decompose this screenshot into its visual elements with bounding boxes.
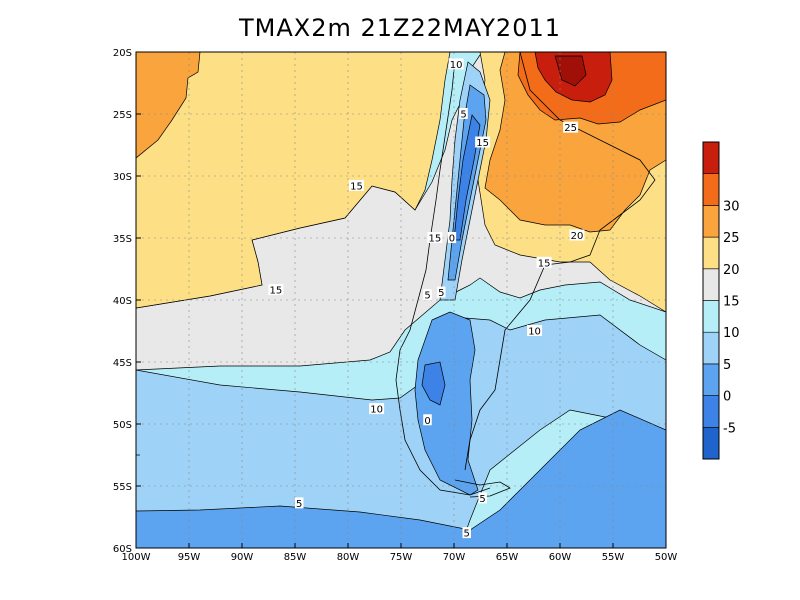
- colorbar-bin: [702, 331, 720, 365]
- y-tick-label: 30S: [113, 172, 132, 183]
- colorbar-bin: [702, 173, 720, 206]
- colorbar-bin: [702, 205, 720, 238]
- x-tick-label: 60W: [549, 552, 572, 563]
- contour-label: 10: [528, 327, 541, 338]
- x-tick-label: 65W: [496, 552, 519, 563]
- colorbar-label: 30: [723, 199, 740, 214]
- y-tick-label: 20S: [113, 48, 132, 59]
- y-tick-label: 35S: [113, 234, 132, 245]
- contour-label: 5: [479, 494, 485, 505]
- colorbar-bin: [702, 363, 720, 396]
- contour-label: 5: [464, 529, 470, 540]
- y-axis-ticks: 20S 25S 30S 35S 40S 45S 50S 55S 60S: [113, 48, 141, 555]
- colorbar-bin: [702, 141, 720, 175]
- contour-label: 10: [450, 60, 463, 71]
- coastline-east: [464, 52, 656, 471]
- colorbar-label: 25: [723, 231, 740, 246]
- band-minus5-0-patagonia: [421, 361, 446, 406]
- contour-label-bg: [536, 256, 552, 268]
- colorbar-bin: [702, 300, 720, 333]
- band-0-5-patagonia: [414, 311, 479, 496]
- x-tick-label: 85W: [284, 552, 307, 563]
- contour-label-bg: [475, 136, 491, 148]
- contour-label: 15: [476, 138, 489, 149]
- contour-label-bg: [294, 497, 304, 509]
- x-tick-label: 70W: [443, 552, 466, 563]
- contour-label: 10: [370, 405, 383, 416]
- x-tick-label: 100W: [122, 552, 151, 563]
- y-tick-label: 55S: [113, 482, 132, 493]
- contour-label-bg: [348, 179, 364, 191]
- contour-label: 25: [564, 123, 577, 134]
- contour-label-bg: [423, 414, 432, 426]
- contour-label-bg: [437, 286, 446, 298]
- contour-label-bg: [569, 229, 585, 241]
- x-tick-label: 90W: [231, 552, 254, 563]
- band-20-25-west: [136, 52, 451, 309]
- colorbar-bin: [702, 268, 720, 301]
- colorbar-label: 5: [723, 358, 731, 373]
- x-tick-label: 80W: [337, 552, 360, 563]
- band-25-30-west: [136, 52, 201, 159]
- colorbar-frame: [702, 141, 720, 460]
- contour-label: 15: [538, 258, 551, 269]
- contour-label: 0: [424, 416, 430, 427]
- contour-label-bg: [459, 108, 468, 119]
- contour-label-bg: [369, 403, 385, 415]
- contour-label-bg: [427, 232, 443, 243]
- colorbar-bin: [702, 395, 720, 428]
- y-tick-label: 25S: [113, 110, 132, 121]
- map-title: TMAX2m 21Z22MAY2011: [238, 14, 562, 42]
- contour-label-bg: [527, 325, 543, 336]
- contour-label-bg: [423, 289, 432, 301]
- grid-lines: [136, 52, 666, 548]
- hotspot-core: [554, 55, 587, 87]
- contour-label-bg: [268, 284, 284, 296]
- contour-label: 20: [571, 231, 584, 242]
- contour-label: 15: [429, 234, 442, 245]
- contour-label-bg: [563, 121, 579, 133]
- colorbar-label: 20: [723, 263, 740, 278]
- coastline-west: [395, 59, 491, 496]
- y-tick-label: 60S: [113, 544, 132, 555]
- y-tick-label: 50S: [113, 420, 132, 431]
- colorbar: -5 0 5 10 15 20 25 30: [702, 141, 740, 460]
- colorbar-label: 0: [723, 390, 731, 405]
- contour-label: 5: [460, 110, 466, 121]
- colorbar-bin: [702, 426, 720, 460]
- contour-label: 0: [449, 234, 455, 245]
- contour-label: 15: [350, 181, 363, 192]
- colorbar-label: 15: [723, 295, 740, 310]
- colorbar-bin: [702, 236, 720, 270]
- x-tick-label: 75W: [390, 552, 413, 563]
- x-axis-ticks: 100W 95W 90W 85W 80W 75W 70W 65W 60W 55W 50W: [122, 543, 678, 563]
- y-tick-label: 45S: [113, 358, 132, 369]
- contour-label: 5: [424, 291, 430, 302]
- contour-label-bg: [448, 58, 464, 70]
- contour-label: 5: [438, 288, 444, 299]
- x-tick-label: 95W: [178, 552, 201, 563]
- contour-label: 5: [296, 499, 302, 510]
- contour-label-bg: [447, 232, 457, 243]
- x-tick-label: 50W: [655, 552, 678, 563]
- contour-label-bg: [478, 492, 487, 504]
- colorbar-label: -5: [723, 421, 736, 436]
- band-0-5-south-ocean: [136, 409, 666, 548]
- colorbar-label: 10: [723, 326, 740, 341]
- x-tick-label: 55W: [602, 552, 625, 563]
- contour-label-bg: [462, 527, 471, 539]
- contour-label: 15: [270, 286, 283, 297]
- y-tick-label: 40S: [113, 296, 132, 307]
